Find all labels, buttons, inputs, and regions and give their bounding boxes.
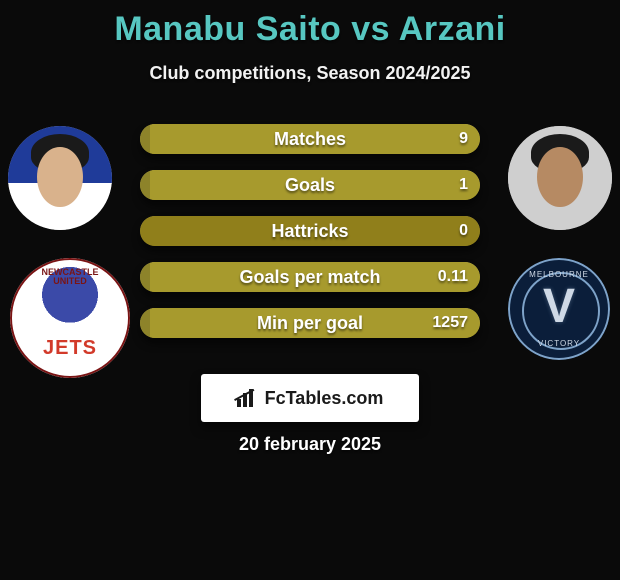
brand-text: FcTables.com	[265, 388, 384, 409]
stat-label: Matches	[140, 124, 480, 154]
player-right-avatar	[508, 126, 612, 230]
stat-bar: Min per goal1257	[140, 308, 480, 338]
stat-value-right: 9	[459, 124, 468, 154]
stat-label: Goals per match	[140, 262, 480, 292]
player-left-avatar	[8, 126, 112, 230]
stat-bar: Goals1	[140, 170, 480, 200]
stat-label: Hattricks	[140, 216, 480, 246]
stat-value-right: 1	[459, 170, 468, 200]
stat-bar: Matches9	[140, 124, 480, 154]
stats-bars: Matches9Goals1Hattricks0Goals per match0…	[140, 124, 480, 354]
stat-bar: Goals per match0.11	[140, 262, 480, 292]
club-left-crest	[10, 258, 130, 378]
bar-chart-icon	[237, 389, 259, 407]
stat-bar: Hattricks0	[140, 216, 480, 246]
stat-value-right: 0.11	[438, 262, 468, 292]
brand-badge: FcTables.com	[201, 374, 419, 422]
page-title: Manabu Saito vs Arzani	[0, 0, 620, 49]
page-subtitle: Club competitions, Season 2024/2025	[0, 63, 620, 84]
stat-label: Goals	[140, 170, 480, 200]
stat-value-right: 0	[459, 216, 468, 246]
date-text: 20 february 2025	[0, 434, 620, 455]
stat-label: Min per goal	[140, 308, 480, 338]
club-right-crest: MELBOURNE V VICTORY	[508, 258, 610, 360]
stat-value-right: 1257	[432, 308, 468, 338]
